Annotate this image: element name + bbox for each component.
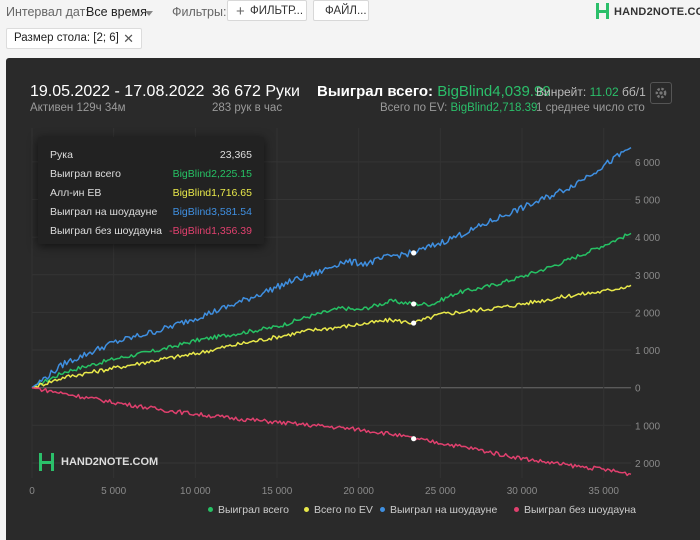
add-filter-button[interactable]: + ФИЛЬТР... [227,0,307,21]
legend-item[interactable]: Выиграл без шоудауна [514,504,636,518]
y-tick-label: 4 000 [635,233,660,244]
won-total-value: BigBlind4,039.99 [437,83,551,100]
hover-tooltip: Рука 23,365 Выиграл всего BigBlind2,225.… [38,137,264,244]
legend-dot-icon [514,506,519,512]
tooltip-row-label: Алл-ин EB [50,187,102,199]
won-total-label: Выиграл всего: [317,83,434,100]
x-tick-label: 20 000 [343,486,374,497]
tooltip-row-value: BigBlind2,225.15 [172,168,252,180]
hover-point [411,301,417,307]
filters-label: Фильтры: [172,5,227,19]
table-size-filter-label: Размер стола: [2; 6] [14,32,119,44]
date-interval-select[interactable]: Все время [86,5,147,19]
tooltip-row-value: -BigBlind1,356.39 [169,225,252,237]
x-tick-label: 25 000 [425,486,456,497]
filter-bar: Интервал дат: Все время Фильтры: + ФИЛЬТ… [0,0,700,26]
date-range: 19.05.2022 - 17.08.2022 [30,83,205,100]
legend-dot-icon [208,506,213,512]
close-icon[interactable]: ✕ [123,31,134,46]
hand2note-logo-icon [39,453,54,471]
y-tick-label: 1 000 [635,346,660,357]
brand-name: HAND2NOTE.COM [614,6,700,18]
y-tick-label: 5 000 [635,196,660,207]
x-tick-label: 35 000 [588,486,619,497]
winrate-label: Винрейт: [536,85,587,99]
series-line [31,232,632,389]
tooltip-row-label: Выиграл всего [50,168,121,180]
avg-table-count: 1 среднее число сто [536,102,645,114]
tooltip-hand-label: Рука [50,149,73,161]
tooltip-hand-row: Рука 23,365 [50,149,252,165]
file-button-label: ФАЙЛ... [325,5,367,17]
add-filter-button-label: ФИЛЬТР... [250,5,304,17]
tooltip-row-value: BigBlind1,716.65 [172,187,252,199]
watermark-text: HAND2NOTE.COM [61,456,159,468]
ev-total-value: BigBlind2,718.39 [450,102,538,114]
x-tick-label: 0 [29,486,35,497]
hand2note-logo-icon [596,3,609,19]
y-tick-label: 6 000 [635,158,660,169]
table-size-filter-chip[interactable]: Размер стола: [2; 6] ✕ [6,28,142,49]
legend-item[interactable]: Всего по EV [304,504,373,518]
legend-label: Выиграл без шоудауна [524,504,636,516]
x-tick-label: 10 000 [180,486,211,497]
hover-point [411,250,417,256]
file-button[interactable]: ФАЙЛ... [313,0,369,21]
x-tick-label: 30 000 [507,486,538,497]
tooltip-row-label: Выиграл без шоудауна [50,225,162,237]
x-tick-label: 5 000 [101,486,126,497]
legend-label: Выиграл на шоудауне [390,504,498,516]
hover-point [411,436,417,442]
legend-dot-icon [304,506,309,512]
y-tick-label: 2 000 [635,459,660,470]
graph-panel: 19.05.2022 - 17.08.2022 Активен 129ч 34м… [6,58,700,540]
graph-settings-button[interactable] [650,82,672,104]
tooltip-row-value: BigBlind3,581.54 [172,206,252,218]
tooltip-row: Выиграл без шоудауна -BigBlind1,356.39 [50,225,252,241]
legend-item[interactable]: Выиграл всего [208,504,289,518]
plus-icon: + [236,3,245,20]
series-line [31,284,632,389]
y-axis: 2 000 1 000 0 1 000 2 000 3 000 4 000 5 000 6 00… [635,158,660,470]
series-line [31,146,632,389]
tooltip-hand-value: 23,365 [219,149,252,161]
date-interval-label: Интервал дат: [6,5,89,19]
hover-markers [411,250,417,442]
legend-label: Выиграл всего [218,504,289,516]
tooltip-row: Выиграл всего BigBlind2,225.15 [50,168,252,184]
winrate-value: 11.02 [589,85,619,99]
y-tick-label: 0 [635,384,641,395]
legend-dot-icon [380,506,385,512]
hands-count: 36 672 Руки [212,83,300,100]
series-line [31,386,632,477]
gear-icon [655,87,667,99]
ev-total-label: Всего по EV: [380,102,448,114]
chevron-down-icon[interactable] [145,11,153,16]
watermark-logo: HAND2NOTE.COM [37,451,158,473]
tooltip-row: Выиграл на шоудауне BigBlind3,581.54 [50,206,252,222]
brand-logo: HAND2NOTE.COM [594,1,700,21]
winrate-unit: бб/1 [622,85,646,99]
y-tick-label: 3 000 [635,271,660,282]
x-tick-label: 15 000 [262,486,293,497]
y-tick-label: 2 000 [635,308,660,319]
x-axis: 0 5 000 10 000 15 000 20 000 25 000 30 000 35 0… [29,486,619,497]
tooltip-row: Алл-ин EB BigBlind1,716.65 [50,187,252,203]
winrate: Винрейт: 11.02 бб/1 [536,85,646,99]
ev-total: Всего по EV: BigBlind2,718.39 [380,102,537,114]
hover-point [411,320,417,326]
tooltip-row-label: Выиграл на шоудауне [50,206,158,218]
chart-series [31,146,632,477]
y-tick-label: 1 000 [635,421,660,432]
legend-label: Всего по EV [314,504,373,516]
hands-per-hour: 283 рук в час [212,102,283,114]
active-time: Активен 129ч 34м [30,102,126,114]
won-total: Выиграл всего: BigBlind4,039.99 [317,83,551,100]
legend-item[interactable]: Выиграл на шоудауне [380,504,497,518]
